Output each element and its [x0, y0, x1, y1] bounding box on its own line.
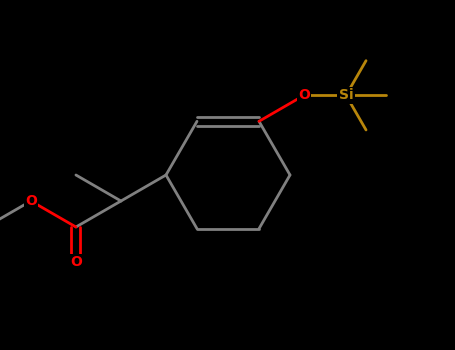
- Text: Si: Si: [339, 88, 354, 102]
- Text: O: O: [70, 255, 82, 269]
- Text: O: O: [298, 88, 310, 102]
- Text: O: O: [25, 194, 37, 208]
